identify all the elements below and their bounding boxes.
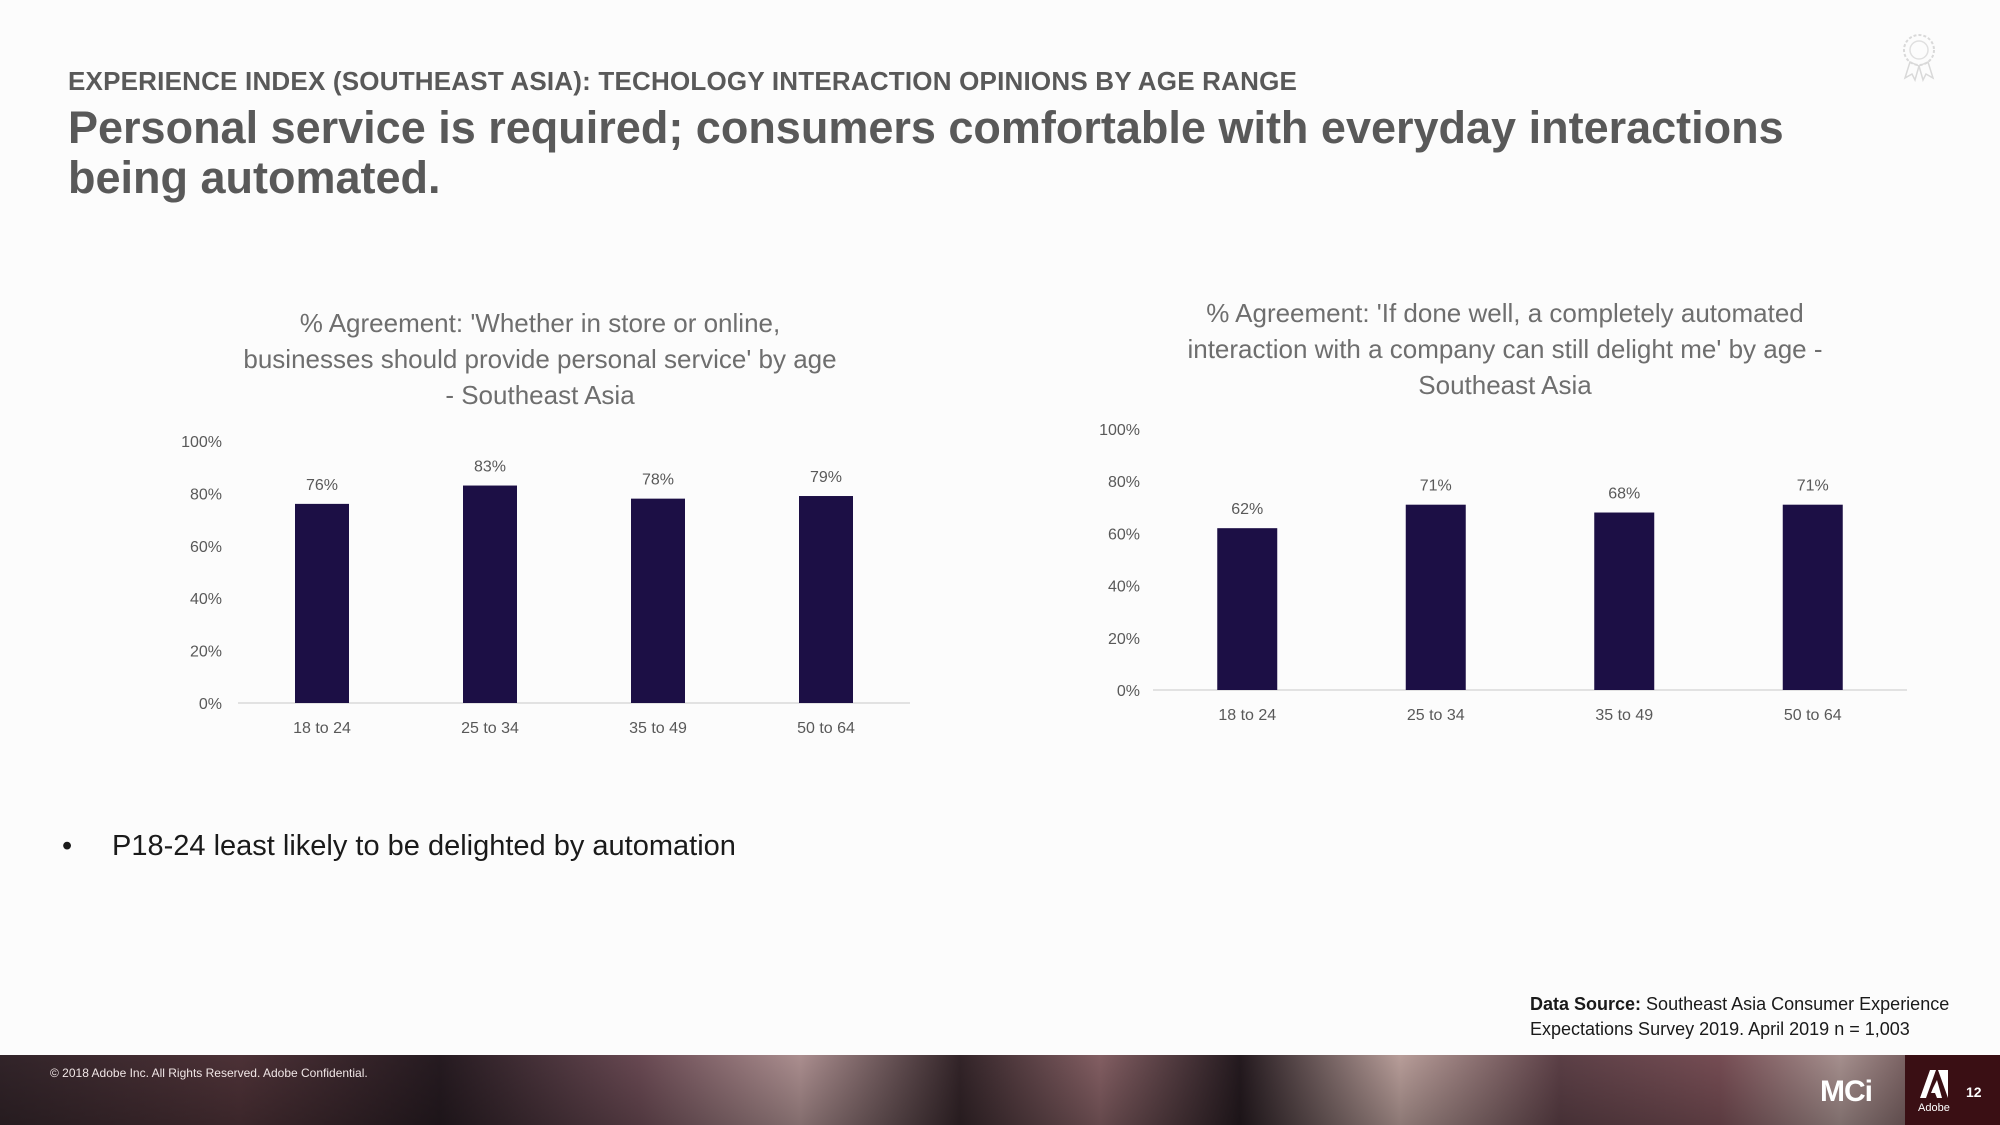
bar <box>1405 504 1466 690</box>
x-category-label: 25 to 34 <box>461 720 519 737</box>
chart-title-line: interaction with a company can still del… <box>1187 334 1823 364</box>
data-label: 79% <box>810 469 842 486</box>
chart-automation-delight: % Agreement: 'If done well, a completely… <box>1085 295 1925 745</box>
bar <box>1782 504 1843 690</box>
data-source-label: Data Source: <box>1530 994 1642 1014</box>
bar-chart-plot: 0% 20% 40% 60% 80% 100% 62% 18 to 24 71% 25 to 34… <box>1099 422 1907 724</box>
y-tick-label: 0% <box>1117 683 1140 700</box>
y-tick-label: 20% <box>190 644 222 661</box>
y-tick-label: 60% <box>190 539 222 556</box>
data-label: 71% <box>1797 478 1829 495</box>
chart-title: % Agreement: 'If done well, a completely… <box>1085 295 1925 403</box>
x-category-label: 50 to 64 <box>1784 707 1842 724</box>
bar <box>799 496 853 703</box>
footer-shade <box>0 1055 2000 1125</box>
award-seal-icon <box>1903 34 1935 82</box>
chart-title: % Agreement: 'Whether in store or online… <box>160 305 920 413</box>
data-label: 62% <box>1231 501 1263 518</box>
bullet-point: • P18-24 least likely to be delighted by … <box>62 830 736 863</box>
x-category-label: 35 to 49 <box>629 720 687 737</box>
data-source-text: Southeast Asia Consumer Experience Expec… <box>1530 994 1950 1039</box>
data-label: 68% <box>1608 486 1640 503</box>
chart-title-line: businesses should provide personal servi… <box>243 344 837 374</box>
chart-title-line: Southeast Asia <box>1418 370 1592 400</box>
data-source-note: Data Source: Southeast Asia Consumer Exp… <box>1530 992 1970 1042</box>
bar <box>295 503 349 703</box>
y-tick-label: 40% <box>190 591 222 608</box>
y-tick-label: 40% <box>1108 579 1140 596</box>
adobe-logo-icon <box>1920 1070 1948 1098</box>
y-tick-label: 100% <box>1099 422 1140 439</box>
chart-title-line: % Agreement: 'If done well, a completely… <box>1206 298 1804 328</box>
adobe-logo-box <box>1905 1055 2000 1125</box>
page-number: 12 <box>1966 1084 1982 1100</box>
y-tick-label: 0% <box>199 696 222 713</box>
data-label: 71% <box>1420 478 1452 495</box>
bar <box>463 485 517 703</box>
adobe-label: Adobe <box>1918 1102 1950 1114</box>
data-label: 76% <box>306 477 338 494</box>
x-category-label: 18 to 24 <box>293 720 351 737</box>
eyebrow-title: EXPERIENCE INDEX (SOUTHEAST ASIA): TECHO… <box>68 66 1298 96</box>
bar <box>631 498 685 703</box>
y-tick-label: 80% <box>190 486 222 503</box>
y-tick-label: 80% <box>1108 474 1140 491</box>
page-headline: Personal service is required; consumers … <box>68 102 1784 203</box>
chart-title-line: % Agreement: 'Whether in store or online… <box>299 308 781 338</box>
mci-logo: MCi <box>1820 1075 1873 1108</box>
x-category-label: 35 to 49 <box>1595 707 1653 724</box>
data-label: 83% <box>474 459 506 476</box>
x-category-label: 25 to 34 <box>1407 707 1465 724</box>
bar <box>1594 512 1655 690</box>
y-tick-label: 60% <box>1108 526 1140 543</box>
chart-personal-service: % Agreement: 'Whether in store or online… <box>160 305 920 755</box>
chart-title-line: - Southeast Asia <box>445 380 635 410</box>
bar-chart-plot: 0% 20% 40% 60% 80% 100% 76% 18 to 24 83% 25 to 34… <box>181 434 910 737</box>
y-tick-label: 20% <box>1108 631 1140 648</box>
bullet-text: P18-24 least likely to be delighted by a… <box>112 830 736 862</box>
bar <box>1217 528 1278 690</box>
x-category-label: 50 to 64 <box>797 720 855 737</box>
y-tick-label: 100% <box>181 434 222 451</box>
data-label: 78% <box>642 472 674 489</box>
x-category-label: 18 to 24 <box>1218 707 1276 724</box>
copyright-text: © 2018 Adobe Inc. All Rights Reserved. A… <box>50 1066 368 1080</box>
footer-band <box>0 1055 2000 1125</box>
bullet-marker: • <box>62 830 73 862</box>
